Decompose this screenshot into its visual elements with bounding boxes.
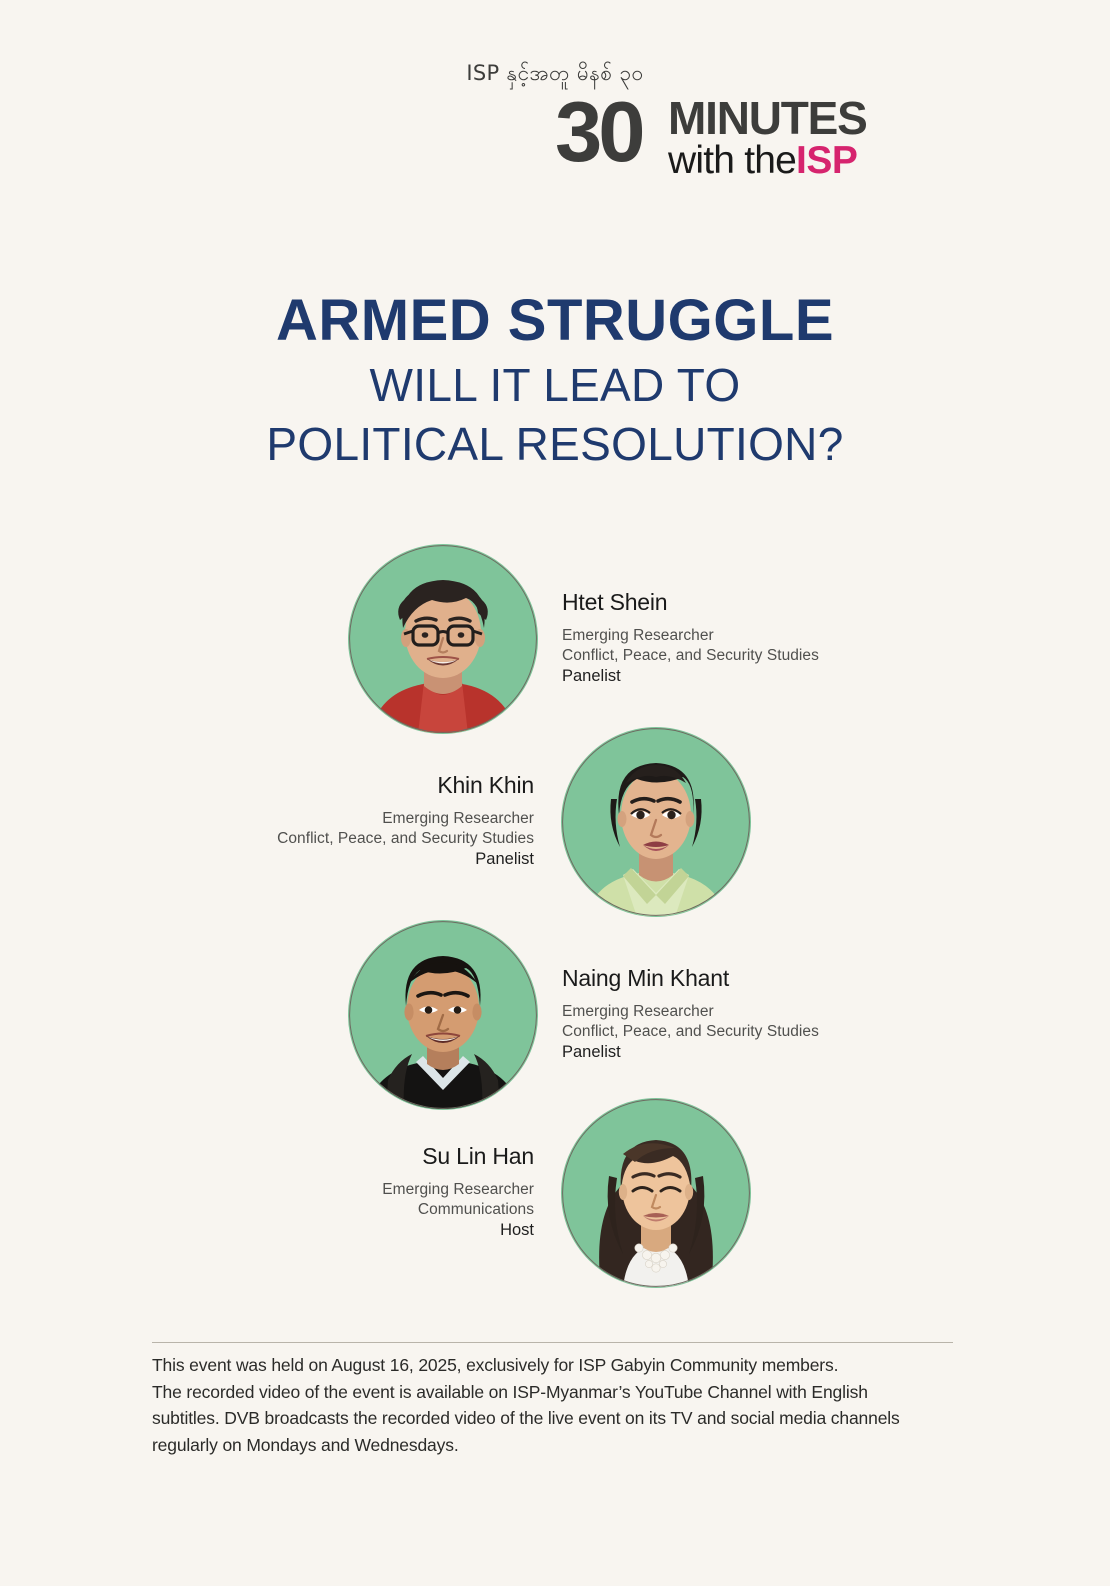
logo-isp-word: ISP bbox=[796, 138, 858, 182]
logo-burmese-tagline: ISP နှင့်အတူ မိနစ် ၃၀ bbox=[466, 61, 644, 85]
avatar bbox=[561, 1098, 751, 1288]
portrait-illustration-icon bbox=[562, 728, 750, 916]
avatar bbox=[561, 727, 751, 917]
logo-withthe-row: with theISP bbox=[668, 138, 867, 182]
panelist-name: Htet Shein bbox=[562, 589, 668, 615]
brand-logo: ISP နှင့်အတူ မိနစ် ၃၀ 30 MINUTES with th… bbox=[0, 61, 1110, 195]
footer-divider bbox=[152, 1342, 953, 1343]
panelist-name: Naing Min Khant bbox=[562, 965, 730, 991]
panelist-name: Khin Khin bbox=[437, 772, 534, 798]
panelist-card: Naing Min Khant Emerging Researcher Conf… bbox=[0, 916, 1110, 1116]
portrait-illustration-icon bbox=[349, 921, 537, 1109]
title-line-3: POLITICAL RESOLUTION? bbox=[266, 417, 844, 470]
panelist-name: Su Lin Han bbox=[422, 1143, 534, 1169]
panelist-role-line-1: Emerging Researcher bbox=[562, 1002, 714, 1020]
footer-line-4: regularly on Mondays and Wednesdays. bbox=[152, 1434, 459, 1455]
logo-right-stack: MINUTES with theISP bbox=[668, 92, 868, 182]
avatar bbox=[348, 920, 538, 1110]
logo-minutes-word: MINUTES bbox=[668, 92, 868, 144]
panelist-role-line-2: Conflict, Peace, and Security Studies bbox=[562, 1022, 819, 1040]
panelist-participation: Panelist bbox=[562, 1043, 621, 1062]
page-title: ARMED STRUGGLE WILL IT LEAD TO POLITICAL… bbox=[0, 292, 1110, 474]
panelist-card: Khin Khin Emerging Researcher Conflict, … bbox=[0, 723, 1110, 923]
panelist-role-line-1: Emerging Researcher bbox=[382, 809, 534, 827]
panelist-role-line-1: Emerging Researcher bbox=[562, 626, 714, 644]
panelist-role-line-2: Conflict, Peace, and Security Studies bbox=[277, 829, 534, 847]
logo-number-30: 30 bbox=[555, 85, 646, 180]
panelist-role-line-2: Communications bbox=[417, 1200, 534, 1218]
logo-withthe-word: with the bbox=[668, 138, 797, 182]
portrait-illustration-icon bbox=[562, 1099, 750, 1287]
footer-line-2: The recorded video of the event is avail… bbox=[152, 1381, 868, 1402]
panelist-role-line-2: Conflict, Peace, and Security Studies bbox=[562, 646, 819, 664]
footer-line-3: subtitles. DVB broadcasts the recorded v… bbox=[152, 1408, 900, 1429]
panelist-card: Su Lin Han Emerging Researcher Communica… bbox=[0, 1094, 1110, 1294]
avatar bbox=[348, 544, 538, 734]
panelist-role-line-1: Emerging Researcher bbox=[382, 1180, 534, 1198]
title-line-2: WILL IT LEAD TO bbox=[369, 359, 741, 411]
panelist-participation: Panelist bbox=[562, 667, 621, 686]
panelist-info: Khin Khin Emerging Researcher Conflict, … bbox=[120, 771, 534, 871]
panelist-info: Naing Min Khant Emerging Researcher Conf… bbox=[562, 964, 982, 1064]
panelist-participation: Host bbox=[500, 1221, 534, 1240]
panelist-card: Htet Shein Emerging Researcher Conflict,… bbox=[0, 540, 1110, 740]
footer-note: This event was held on August 16, 2025, … bbox=[152, 1352, 952, 1458]
footer-line-1: This event was held on August 16, 2025, … bbox=[152, 1355, 839, 1375]
panelist-info: Su Lin Han Emerging Researcher Communica… bbox=[120, 1142, 534, 1242]
panelist-info: Htet Shein Emerging Researcher Conflict,… bbox=[562, 588, 982, 688]
panelist-participation: Panelist bbox=[475, 850, 534, 869]
portrait-illustration-icon bbox=[349, 545, 537, 733]
title-line-1: ARMED STRUGGLE bbox=[276, 288, 834, 353]
